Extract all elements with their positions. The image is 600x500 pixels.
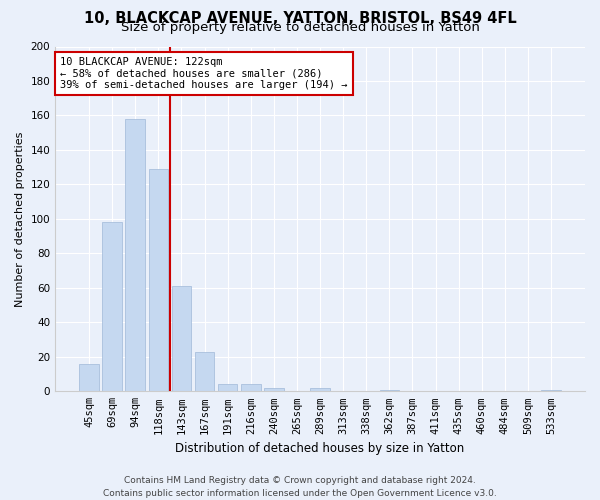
Bar [310, 388, 330, 392]
Text: 10 BLACKCAP AVENUE: 122sqm
← 58% of detached houses are smaller (286)
39% of sem: 10 BLACKCAP AVENUE: 122sqm ← 58% of deta… [61, 57, 348, 90]
Bar [264, 388, 284, 392]
Bar [195, 352, 214, 392]
Text: Contains HM Land Registry data © Crown copyright and database right 2024.
Contai: Contains HM Land Registry data © Crown c… [103, 476, 497, 498]
X-axis label: Distribution of detached houses by size in Yatton: Distribution of detached houses by size … [175, 442, 465, 455]
Bar [149, 169, 168, 392]
Bar [241, 384, 260, 392]
Bar [541, 390, 561, 392]
Text: 10, BLACKCAP AVENUE, YATTON, BRISTOL, BS49 4FL: 10, BLACKCAP AVENUE, YATTON, BRISTOL, BS… [83, 11, 517, 26]
Text: Size of property relative to detached houses in Yatton: Size of property relative to detached ho… [121, 22, 479, 35]
Bar [125, 119, 145, 392]
Y-axis label: Number of detached properties: Number of detached properties [15, 131, 25, 306]
Bar [380, 390, 399, 392]
Bar [103, 222, 122, 392]
Bar [79, 364, 99, 392]
Bar [218, 384, 238, 392]
Bar [172, 286, 191, 392]
